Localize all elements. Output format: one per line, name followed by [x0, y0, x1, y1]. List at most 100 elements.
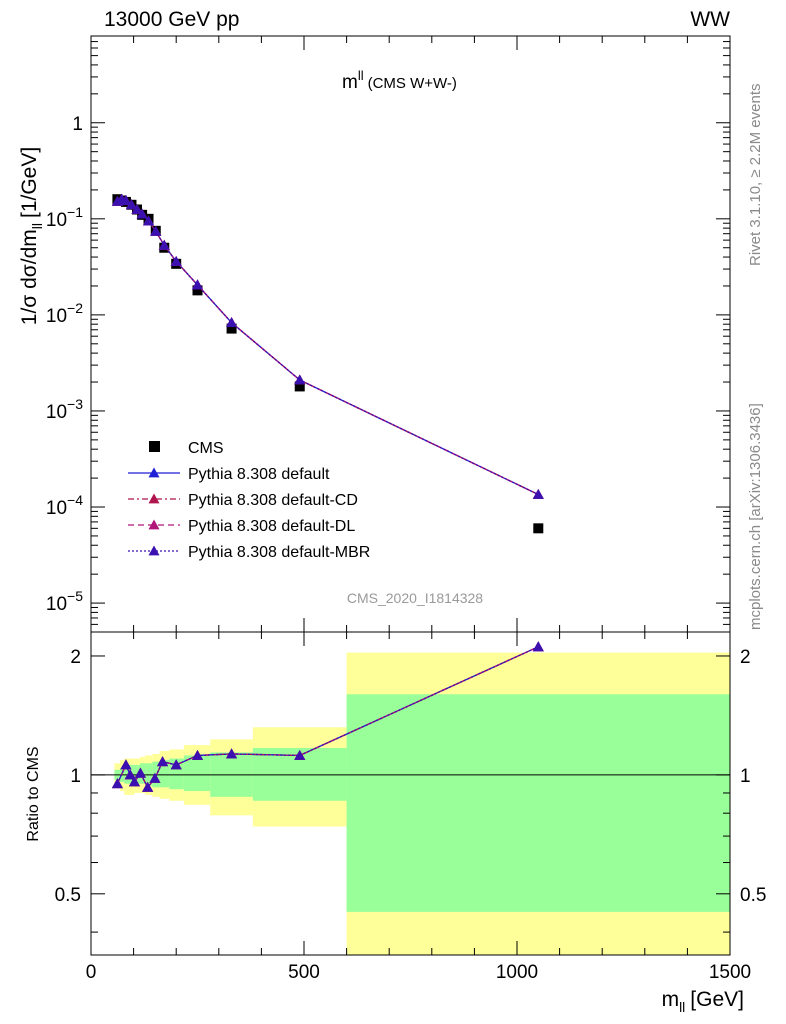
main-y-tick-label-exp: −4 [67, 492, 83, 508]
main-y-tick-label-base: 10 [46, 402, 67, 423]
ratio-y-tick-label-right: 0.5 [740, 885, 766, 906]
header-collision-label: 13000 GeV pp [104, 8, 239, 31]
main-y-axis-label-unit: [1/GeV] [18, 147, 41, 218]
legend-marker [148, 519, 160, 530]
legend-label: Pythia 8.308 default [188, 466, 330, 483]
series-pythia-8-308-default-mbr [111, 193, 544, 499]
data-point [192, 285, 203, 296]
main-y-tick-label: 10−5 [46, 588, 83, 615]
data-point [226, 323, 237, 334]
main-y-tick-label-exp: −2 [67, 300, 83, 316]
ratio-y-axis-label: Ratio to CMS [25, 746, 42, 841]
legend-entry: Pythia 8.308 default-MBR [128, 544, 370, 561]
series-marker [192, 279, 203, 290]
legend-label: Pythia 8.308 default-MBR [188, 544, 370, 561]
main-y-tick-label: 10−2 [46, 300, 83, 327]
series-pythia-8-308-default-cd [111, 193, 544, 499]
main-y-axis-label-sub: ll [29, 223, 45, 229]
plot-title: mll (CMS W+W-) [342, 68, 457, 93]
rivet-version-label: Rivet 3.1.10, ≥ 2.2M events [747, 84, 764, 267]
series-pythia-8-308-default-dl [111, 193, 544, 499]
ratio-series-marker [294, 749, 306, 760]
ratio-series-marker [192, 749, 203, 760]
series-marker [120, 195, 132, 205]
ratio-series-marker [532, 641, 544, 652]
uncertainty-band-inner [183, 755, 211, 792]
ratio-y-tick-label-right: 1 [740, 766, 751, 787]
ratio-series-marker [170, 759, 182, 770]
ratio-series-marker [124, 769, 136, 780]
main-y-tick-label-exp: −5 [67, 588, 83, 604]
data-point [294, 381, 305, 392]
legend-marker [149, 441, 160, 452]
x-axis-label-text: m [662, 988, 680, 1011]
series-marker [136, 208, 148, 219]
legend-entry: Pythia 8.308 default-CD [128, 492, 358, 509]
series-marker [158, 239, 170, 250]
series-marker [226, 317, 238, 328]
legend-marker [148, 467, 160, 478]
main-y-tick-label: 10−1 [46, 204, 83, 231]
mcplots-label: mcplots.cern.ch [arXiv:1306.3436] [747, 403, 764, 630]
ratio-series-marker [134, 767, 146, 778]
uncertainty-band-inner [159, 760, 170, 788]
legend-label: CMS [188, 440, 224, 457]
ratio-plot-frame [90, 631, 731, 956]
ratio-series-marker [111, 778, 123, 789]
x-axis-label-unit: [GeV] [690, 988, 744, 1011]
header-process-label: WW [690, 8, 730, 31]
main-y-tick-label-exp: −1 [67, 204, 83, 220]
series-marker [143, 215, 155, 226]
ratio-series-marker [226, 748, 238, 759]
ratio-series-marker [157, 756, 169, 767]
series-marker [170, 255, 182, 266]
main-y-tick-label: 10−4 [46, 492, 83, 519]
main-plot: 10−510−410−310−210−11 [46, 35, 731, 633]
main-y-tick-label: 1 [72, 114, 83, 135]
series-marker [294, 374, 306, 385]
ratio-y-tick-label: 1 [70, 766, 81, 787]
ratio-plot: 0.5 0.5 1 1 2 2 0 500 1000 1500 [55, 631, 766, 983]
series-line [117, 198, 539, 496]
ratio-y-tick-label-right: 2 [740, 647, 751, 668]
uncertainty-band-inner [346, 694, 730, 912]
analysis-id-label: CMS_2020_I1814328 [347, 590, 483, 606]
main-y-tick-label: 10−3 [46, 396, 83, 423]
legend-label: Pythia 8.308 default-CD [188, 492, 358, 509]
data-point [533, 523, 544, 534]
legend-marker [148, 493, 160, 504]
series-marker [131, 204, 143, 214]
x-tick-label: 1000 [496, 962, 538, 983]
legend: CMS Pythia 8.308 default Pythia 8.308 defa… [128, 440, 370, 561]
x-tick-label: 1500 [709, 962, 751, 983]
ratio-series-marker [142, 781, 154, 792]
legend-entry: Pythia 8.308 default [128, 466, 330, 483]
x-axis-label-sub: ll [679, 999, 685, 1015]
plot-title-sup: ll [358, 68, 364, 83]
ratio-y-tick-label: 2 [70, 647, 81, 668]
main-y-axis-label-text: 1/σ dσ/dm [18, 229, 41, 325]
series-line [117, 198, 539, 496]
main-y-axis-label: 1/σ dσ/dmll [1/GeV] [18, 147, 45, 325]
x-axis-label: mll [GeV] [662, 988, 744, 1015]
plot-title-main: m [342, 72, 358, 93]
series-line [117, 198, 539, 496]
ratio-y-tick-label: 0.5 [55, 885, 81, 906]
main-y-tick-label-base: 10 [46, 306, 67, 327]
x-tick-label: 500 [288, 962, 320, 983]
series-line [117, 198, 539, 496]
ratio-series-marker [149, 772, 161, 783]
legend-entry: CMS [149, 440, 224, 457]
series-marker [150, 225, 162, 236]
x-tick-label: 0 [86, 962, 97, 983]
series-marker [532, 488, 544, 499]
legend-entry: Pythia 8.308 default-DL [128, 518, 355, 535]
main-plot-frame [90, 35, 731, 633]
ratio-series-pythia-8-308-default-mbr [111, 641, 544, 792]
ratio-series-marker [128, 776, 140, 787]
series-marker [125, 199, 137, 210]
main-y-tick-label-base: 10 [46, 498, 67, 519]
main-y-tick-label-base: 10 [46, 594, 67, 615]
main-y-tick-label-base: 10 [46, 210, 67, 231]
